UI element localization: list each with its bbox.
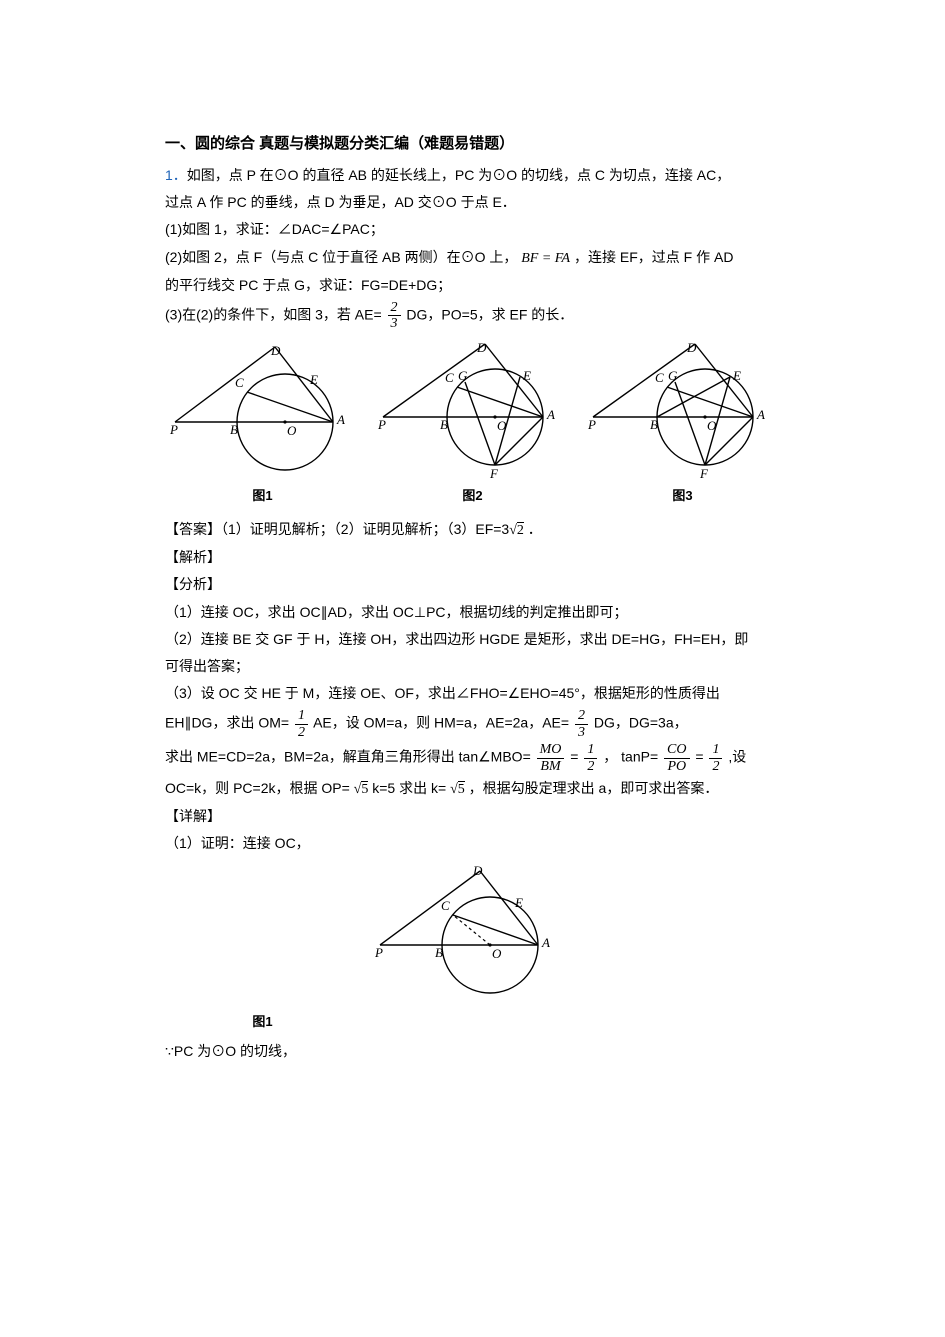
figure-1-svg: P B O A C D E <box>165 342 360 482</box>
figure-1-bottom-svg: P B O A C D E <box>375 863 570 1008</box>
part-3a: (3)在(2)的条件下，如图 3，若 AE= <box>165 307 382 323</box>
part-2: (2)如图 2，点 F（与点 C 位于直径 AB 两侧）在⊙O 上， BF = … <box>165 245 780 271</box>
svg-text:C: C <box>441 898 450 913</box>
figure-2: P B O A C G D E F 图2 <box>375 342 570 507</box>
question-number: 1． <box>165 167 187 183</box>
xiangjie-label: 【详解】 <box>165 804 780 829</box>
svg-text:G: G <box>458 368 468 383</box>
svg-text:B: B <box>435 945 443 960</box>
jiexi-label: 【解析】 <box>165 545 780 570</box>
sqrt-5-a: √5 <box>354 781 369 797</box>
figure-1-caption: 图1 <box>165 484 360 507</box>
svg-text:A: A <box>546 407 555 422</box>
figure-3-svg: P B O A C G D E F <box>585 342 780 482</box>
stem-text-1: 如图，点 P 在⊙O 的直径 AB 的延长线上，PC 为⊙O 的切线，点 C 为… <box>187 167 730 183</box>
figure-1-bottom: P B O A C D E 图1 <box>165 863 780 1033</box>
analysis-1: （1）连接 OC，求出 OC∥AD，求出 OC⊥PC，根据切线的判定推出即可； <box>165 600 780 625</box>
analysis-3c: 求出 ME=CD=2a，BM=2a，解直角三角形得出 tan∠MBO= MOBM… <box>165 742 780 774</box>
analysis-3d: OC=k，则 PC=2k，根据 OP= √5 k=5 求出 k= √5 ，根据勾… <box>165 776 780 802</box>
svg-text:E: E <box>514 895 523 910</box>
analysis-2b: 可得出答案； <box>165 654 780 679</box>
figure-2-svg: P B O A C G D E F <box>375 342 570 482</box>
sqrt-2: √2 <box>509 522 524 538</box>
detail-1: （1）证明：连接 OC， <box>165 831 780 856</box>
svg-text:A: A <box>541 935 550 950</box>
a3c-1: 求出 ME=CD=2a，BM=2a，解直角三角形得出 tan∠MBO= <box>165 749 531 765</box>
svg-text:C: C <box>655 370 664 385</box>
a3d-3: ，根据勾股定理求出 a，即可求出答案． <box>469 780 719 796</box>
figure-2-caption: 图2 <box>375 484 570 507</box>
part-2a: (2)如图 2，点 F（与点 C 位于直径 AB 两侧）在⊙O 上， <box>165 249 517 265</box>
a3b-1: EH∥DG，求出 OM= <box>165 715 289 731</box>
part-3: (3)在(2)的条件下，如图 3，若 AE= 23 DG，PO=5，求 EF 的… <box>165 300 780 332</box>
sqrt-5-b: √5 <box>450 781 465 797</box>
svg-text:D: D <box>686 342 697 355</box>
frac-co-po: COPO <box>664 742 689 774</box>
frac-1-2-c: 12 <box>709 742 722 774</box>
svg-text:P: P <box>587 417 596 432</box>
svg-text:G: G <box>668 368 678 383</box>
svg-text:O: O <box>707 418 717 433</box>
frac-2-3-a: 23 <box>388 300 401 332</box>
svg-text:O: O <box>287 423 297 438</box>
part-3b: DG，PO=5，求 EF 的长． <box>406 307 573 323</box>
analysis-3b: EH∥DG，求出 OM= 12 AE，设 OM=a，则 HM=a，AE=2a，A… <box>165 708 780 740</box>
svg-text:C: C <box>445 370 454 385</box>
a3b-2: AE，设 OM=a，则 HM=a，AE=2a，AE= <box>313 715 569 731</box>
answer-line: 【答案】（1）证明见解析；（2）证明见解析；（3）EF=3√2 ． <box>165 517 780 543</box>
answer-text: 【答案】（1）证明见解析；（2）证明见解析；（3）EF=3 <box>165 521 509 537</box>
a3c-2: ， tanP= <box>603 749 658 765</box>
svg-text:A: A <box>756 407 765 422</box>
svg-text:A: A <box>336 412 345 427</box>
analysis-3a: （3）设 OC 交 HE 于 M，连接 OE、OF，求出∠FHO=∠EHO=45… <box>165 681 780 706</box>
figure-3: P B O A C G D E F 图3 <box>585 342 780 507</box>
frac-mo-bm: MOBM <box>537 742 565 774</box>
stem-text-2: 过点 A 作 PC 的垂线，点 D 为垂足，AD 交⊙O 于点 E． <box>165 190 780 215</box>
last-line: ∵PC 为⊙O 的切线， <box>165 1039 780 1064</box>
frac-1-2-b: 12 <box>584 742 597 774</box>
svg-text:O: O <box>497 418 507 433</box>
a3c-3: ,设 <box>728 749 746 765</box>
question-stem: 1．如图，点 P 在⊙O 的直径 AB 的延长线上，PC 为⊙O 的切线，点 C… <box>165 163 780 188</box>
section-title: 一、圆的综合 真题与模拟题分类汇编（难题易错题） <box>165 130 780 157</box>
svg-text:D: D <box>472 863 483 878</box>
svg-text:B: B <box>440 417 448 432</box>
svg-text:D: D <box>476 342 487 355</box>
svg-text:B: B <box>230 422 238 437</box>
part-1: (1)如图 1，求证：∠DAC=∠PAC； <box>165 217 780 242</box>
figures-row: P B O A C D E 图1 P <box>165 342 780 507</box>
part-2c: 的平行线交 PC 于点 G，求证：FG=DE+DG； <box>165 273 780 298</box>
svg-text:O: O <box>492 946 502 961</box>
svg-text:E: E <box>309 372 318 387</box>
document-page: 一、圆的综合 真题与模拟题分类汇编（难题易错题） 1．如图，点 P 在⊙O 的直… <box>0 0 945 1337</box>
svg-text:B: B <box>650 417 658 432</box>
svg-text:E: E <box>732 368 741 383</box>
svg-text:D: D <box>270 343 281 358</box>
analysis-2a: （2）连接 BE 交 GF 于 H，连接 OH，求出四边形 HGDE 是矩形，求… <box>165 627 780 652</box>
a3d-2: k=5 求出 k= <box>372 780 446 796</box>
svg-text:F: F <box>699 466 709 481</box>
svg-text:P: P <box>169 422 178 437</box>
svg-text:F: F <box>489 466 499 481</box>
svg-text:C: C <box>235 375 244 390</box>
svg-text:P: P <box>377 417 386 432</box>
figure-1-bottom-caption: 图1 <box>165 1010 360 1033</box>
svg-text:E: E <box>522 368 531 383</box>
a3b-3: DG，DG=3a， <box>594 715 688 731</box>
a3d-1: OC=k，则 PC=2k，根据 OP= <box>165 780 350 796</box>
part-2b: ，连接 EF，过点 F 作 AD <box>574 249 733 265</box>
frac-2-3-b: 23 <box>575 708 588 740</box>
bf-eq-fa: BF = FA <box>521 251 570 266</box>
figure-1: P B O A C D E 图1 <box>165 342 360 507</box>
figure-3-caption: 图3 <box>585 484 780 507</box>
fenxi-label: 【分析】 <box>165 572 780 597</box>
frac-1-2: 12 <box>295 708 308 740</box>
svg-text:P: P <box>375 945 383 960</box>
answer-period: ． <box>524 521 542 537</box>
